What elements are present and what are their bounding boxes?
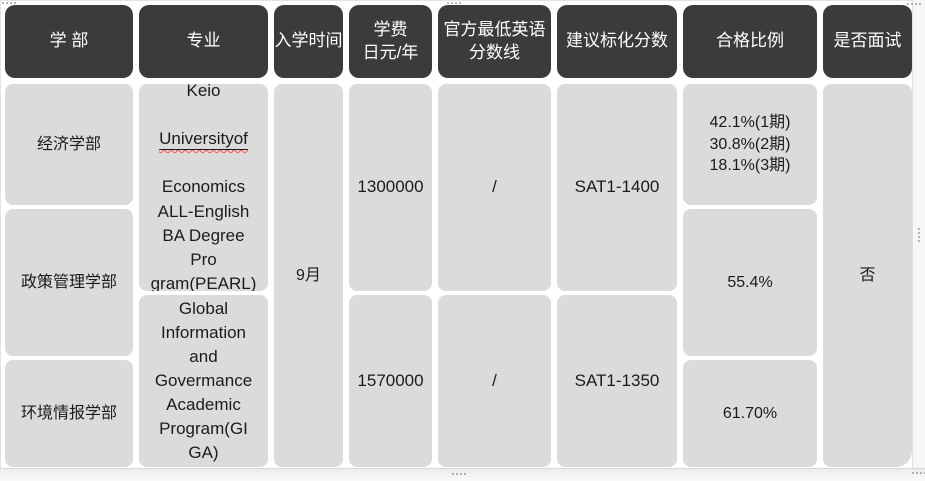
cell-standardized-pearl[interactable]: SAT1-1400	[557, 84, 677, 291]
cell-faculty-environment-information[interactable]: 环境情报学部	[5, 360, 133, 467]
cell-interview[interactable]: 否	[823, 84, 912, 467]
major-pearl-rest: Economics ALL-English BA Degree Pro gram…	[150, 177, 257, 291]
resize-handle-bottom-right-icon[interactable]	[912, 472, 925, 474]
major-pearl-text: Keio Universityof Economics ALL-English …	[151, 84, 257, 291]
major-pearl-line1: Keio	[186, 84, 221, 100]
major-pearl-misspelled-word: Universityof	[159, 129, 248, 149]
cell-faculty-policy-management[interactable]: 政策管理学部	[5, 209, 133, 356]
drag-handle-right-icon[interactable]	[918, 228, 920, 242]
drag-handle-top-icon[interactable]	[447, 2, 461, 4]
header-enrollment-time[interactable]: 入学时间	[274, 5, 343, 78]
resize-handle-top-left-icon[interactable]	[2, 2, 16, 4]
cell-pass-rate-policy[interactable]: 55.4%	[683, 209, 817, 356]
cell-faculty-economics[interactable]: 经济学部	[5, 84, 133, 205]
resize-handle-top-right-icon[interactable]	[907, 3, 921, 5]
cell-standardized-giga[interactable]: SAT1-1350	[557, 295, 677, 467]
spellcheck-squiggle: Universityof	[159, 129, 248, 148]
cell-major-giga[interactable]: Global Information and Govermance Academ…	[139, 295, 268, 467]
header-major[interactable]: 专业	[139, 5, 268, 78]
header-standardized-score[interactable]: 建议标化分数	[557, 5, 677, 78]
cell-tuition-giga[interactable]: 1570000	[349, 295, 432, 467]
header-faculty[interactable]: 学 部	[5, 5, 133, 78]
cell-english-min-giga[interactable]: /	[438, 295, 551, 467]
header-interview[interactable]: 是否面试	[823, 5, 912, 78]
cell-enrollment-time[interactable]: 9月	[274, 84, 343, 467]
header-pass-rate[interactable]: 合格比例	[683, 5, 817, 78]
cell-major-pearl[interactable]: Keio Universityof Economics ALL-English …	[139, 84, 268, 291]
header-tuition[interactable]: 学费 日元/年	[349, 5, 432, 78]
cell-pass-rate-economics[interactable]: 42.1%(1期) 30.8%(2期) 18.1%(3期)	[683, 84, 817, 205]
header-english-minimum[interactable]: 官方最低英语 分数线	[438, 5, 551, 78]
vertical-scrollbar-track[interactable]	[912, 0, 925, 468]
cell-english-min-pearl[interactable]: /	[438, 84, 551, 291]
admission-table: 学 部 专业 入学时间 学费 日元/年 官方最低英语 分数线 建议标化分数 合格…	[5, 5, 912, 467]
cell-tuition-pearl[interactable]: 1300000	[349, 84, 432, 291]
drag-handle-bottom-icon[interactable]	[452, 473, 466, 475]
cell-pass-rate-environment[interactable]: 61.70%	[683, 360, 817, 467]
horizontal-scrollbar-track[interactable]	[0, 468, 925, 481]
